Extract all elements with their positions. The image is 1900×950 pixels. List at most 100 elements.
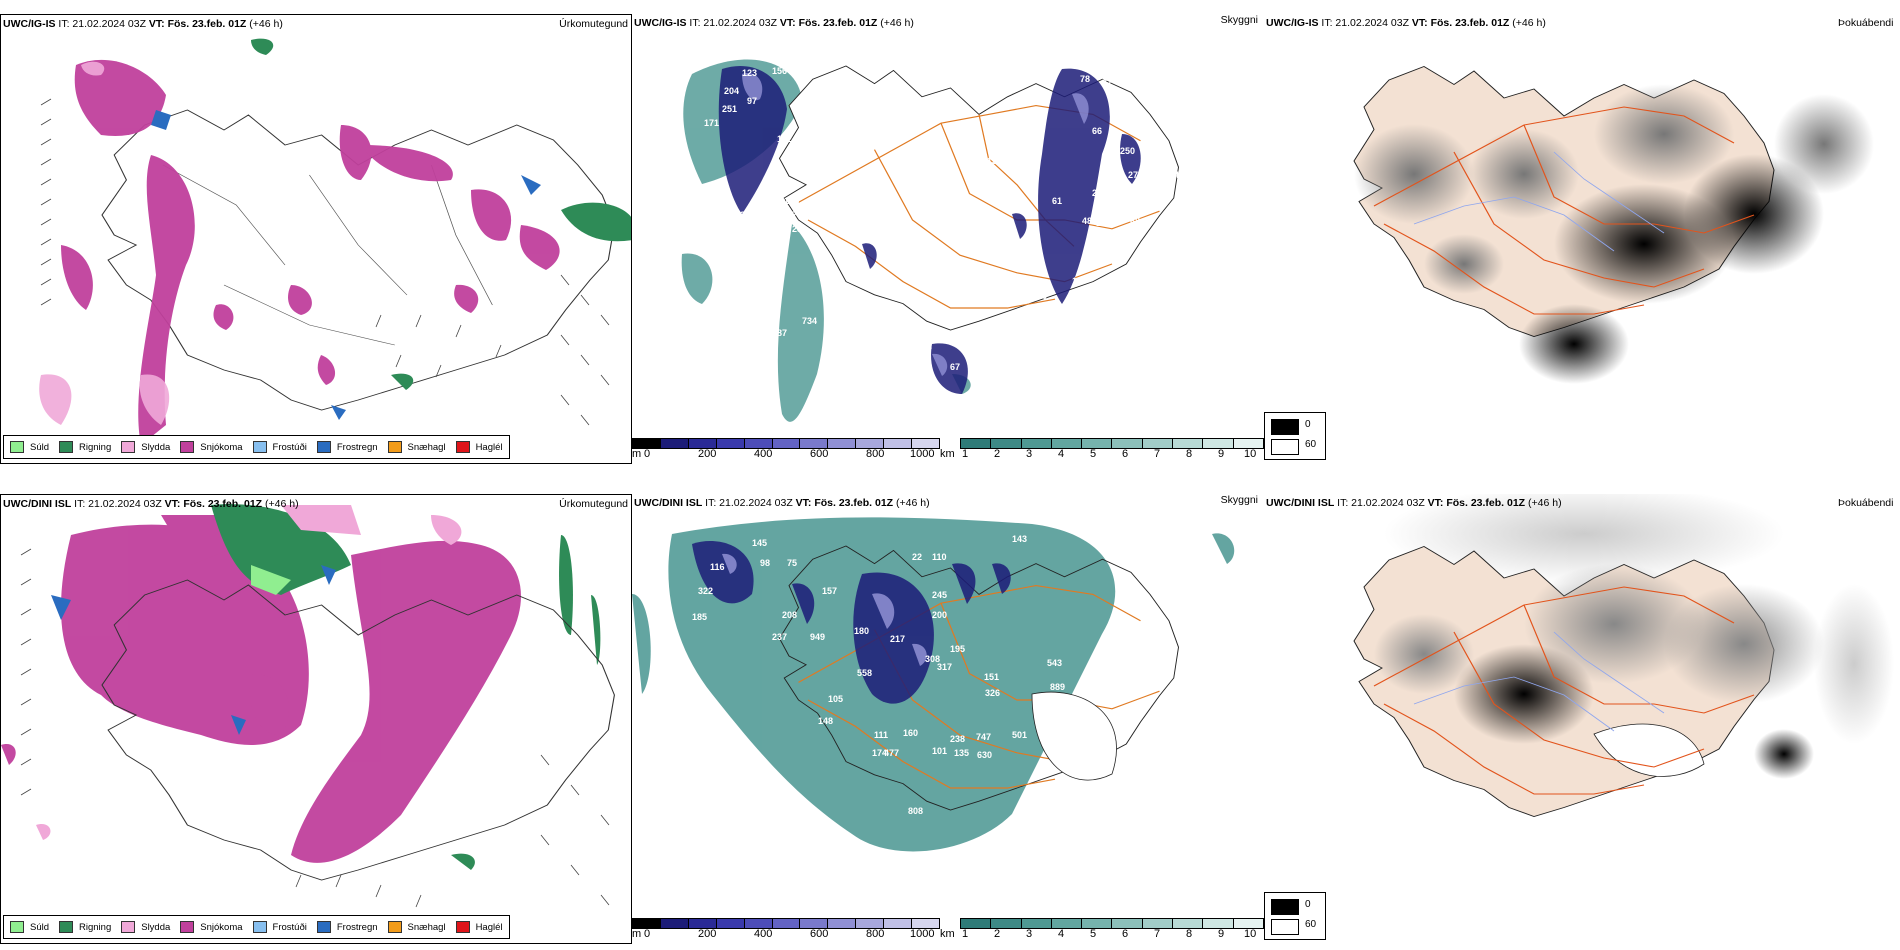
visibility-value-label: 250 (1120, 146, 1135, 156)
visibility-value-label: 174 (872, 748, 887, 758)
visibility-value-label: 67 (950, 362, 960, 372)
visibility-value-label: 98 (760, 558, 770, 568)
visibility-unit: km (940, 928, 955, 940)
height-tick: 0 (644, 448, 651, 460)
visibility-value-label: 102 (952, 336, 967, 346)
visibility-value-label: 116 (710, 562, 725, 572)
visibility-unit: km (940, 448, 955, 460)
visibility-value-label: 851 (1052, 702, 1067, 712)
height-tick: 600 (810, 448, 829, 460)
visibility-value-label: 82 (1152, 188, 1162, 198)
visibility-tick: 5 (1090, 448, 1097, 460)
visibility-value-label: 949 (810, 632, 825, 642)
visibility-value-label: 105 (828, 694, 843, 704)
visibility-value-label: 111 (874, 730, 888, 740)
legend-swatch (252, 441, 267, 453)
precip-type-panel-bottom: UWC/DINI ISL IT: 21.02.2024 03Z VT: Fös.… (0, 494, 632, 944)
visibility-value-label: 102 (777, 134, 792, 144)
fog-legend-low: 60 (1305, 919, 1317, 930)
panel-title: UWC/IG-IS IT: 21.02.2024 03Z VT: Fös. 23… (634, 17, 914, 29)
visibility-value-label: 889 (1050, 682, 1065, 692)
height-tick: 1000 (910, 928, 935, 940)
visibility-value-label: 47 (1174, 170, 1184, 180)
visibility-value-label: 200 (932, 610, 947, 620)
visibility-value-label: 238 (950, 734, 965, 744)
visibility-tick: 6 (1122, 928, 1129, 940)
visibility-value-label: 75 (787, 558, 797, 568)
height-unit: m (632, 448, 642, 460)
visibility-value-label: 297 (1062, 306, 1077, 316)
legend-swatch (455, 921, 470, 933)
fog-indicator-panel-top: UWC/IG-IS IT: 21.02.2024 03Z VT: Fös. 23… (1264, 14, 1900, 464)
visibility-value-label: 97 (747, 96, 757, 106)
field-name: Skyggni (1220, 494, 1258, 506)
visibility-value-label: 289 (792, 224, 807, 234)
visibility-tick: 2 (994, 448, 1001, 460)
legend-swatch (59, 921, 74, 933)
legend-item-rain: Rigning (59, 441, 111, 453)
legend-swatch (455, 441, 470, 453)
precip-map (39, 38, 631, 445)
visibility-value-label: 145 (752, 538, 767, 548)
height-unit: m (632, 928, 642, 940)
precip-map (1, 504, 616, 908)
legend-item-drizzle: Súld (10, 441, 49, 453)
visibility-value-label: 13 (792, 806, 802, 816)
visibility-tick: 4 (1058, 928, 1065, 940)
visibility-tick: 5 (1090, 928, 1097, 940)
height-tick: 800 (866, 928, 885, 940)
visibility-value-label: 157 (822, 586, 837, 596)
visibility-tick: 10 (1244, 928, 1257, 940)
visibility-value-label: 277 (1128, 170, 1143, 180)
height-tick: 600 (810, 928, 829, 940)
visibility-value-label: 365 (1104, 174, 1119, 184)
legend-swatch (121, 921, 136, 933)
visibility-value-label: 77 (1102, 78, 1112, 88)
panel-title: UWC/DINI ISL IT: 21.02.2024 03Z VT: Fös.… (3, 498, 299, 510)
legend-item-rain: Rigning (59, 921, 111, 933)
fog-legend-swatch-high (1271, 419, 1299, 435)
visibility-value-label: 110 (932, 552, 947, 562)
visibility-value-label: 308 (925, 654, 940, 664)
visibility-tick: 4 (1058, 448, 1065, 460)
visibility-tick: 2 (994, 928, 1001, 940)
visibility-value-label: 808 (908, 806, 923, 816)
visibility-value-label: 1 (740, 426, 745, 434)
visibility-map: 123 156 5720497251171731028416413477282289… (681, 59, 1184, 434)
legend-swatch (59, 441, 74, 453)
visibility-value-label: 135 (954, 748, 969, 758)
visibility-value-label: 195 (950, 644, 965, 654)
terrain-height-colorbar (632, 438, 940, 449)
visibility-value-label: 53 (1027, 316, 1037, 326)
legend-item-snow-pellets: Snæhagl (387, 441, 446, 453)
visibility-tick: 1 (962, 928, 969, 940)
legend-swatch (10, 441, 24, 453)
visibility-value-label: 78 (1080, 74, 1090, 84)
visibility-tick: 1 (962, 448, 969, 460)
visibility-value-label: 66 (1092, 126, 1102, 136)
fog-legend-swatch-low (1271, 439, 1299, 455)
height-tick: 400 (754, 448, 773, 460)
visibility-value-label: 116 (710, 214, 725, 224)
visibility-value-label: 171 (704, 118, 719, 128)
visibility-value-label: 84 (787, 148, 797, 158)
visibility-value-label: 39 (1142, 132, 1152, 142)
fog-legend: 0 60 (1264, 892, 1326, 940)
legend-item-snow: Snjókoma (180, 441, 243, 453)
visibility-value-label: 65 (1142, 152, 1152, 162)
visibility-value-label: 245 (932, 590, 947, 600)
legend-item-hail: Haglél (455, 441, 503, 453)
visibility-value-label: 73 (802, 106, 812, 116)
visibility-value-label: 23 (1022, 244, 1032, 254)
legend-item-sleet: Slydda (121, 441, 170, 453)
height-tick: 1000 (910, 448, 935, 460)
visibility-value-label: 109 (1096, 218, 1111, 228)
legend-swatch (121, 441, 136, 453)
visibility-tick: 9 (1218, 448, 1225, 460)
visibility-value-label: 28 (982, 226, 992, 236)
visibility-panel-bottom: UWC/DINI ISL IT: 21.02.2024 03Z VT: Fös.… (632, 494, 1264, 944)
visibility-value-label: 93 (1134, 228, 1144, 238)
visibility-tick: 8 (1186, 928, 1193, 940)
legend-swatch (180, 441, 195, 453)
legend-swatch (387, 921, 402, 933)
